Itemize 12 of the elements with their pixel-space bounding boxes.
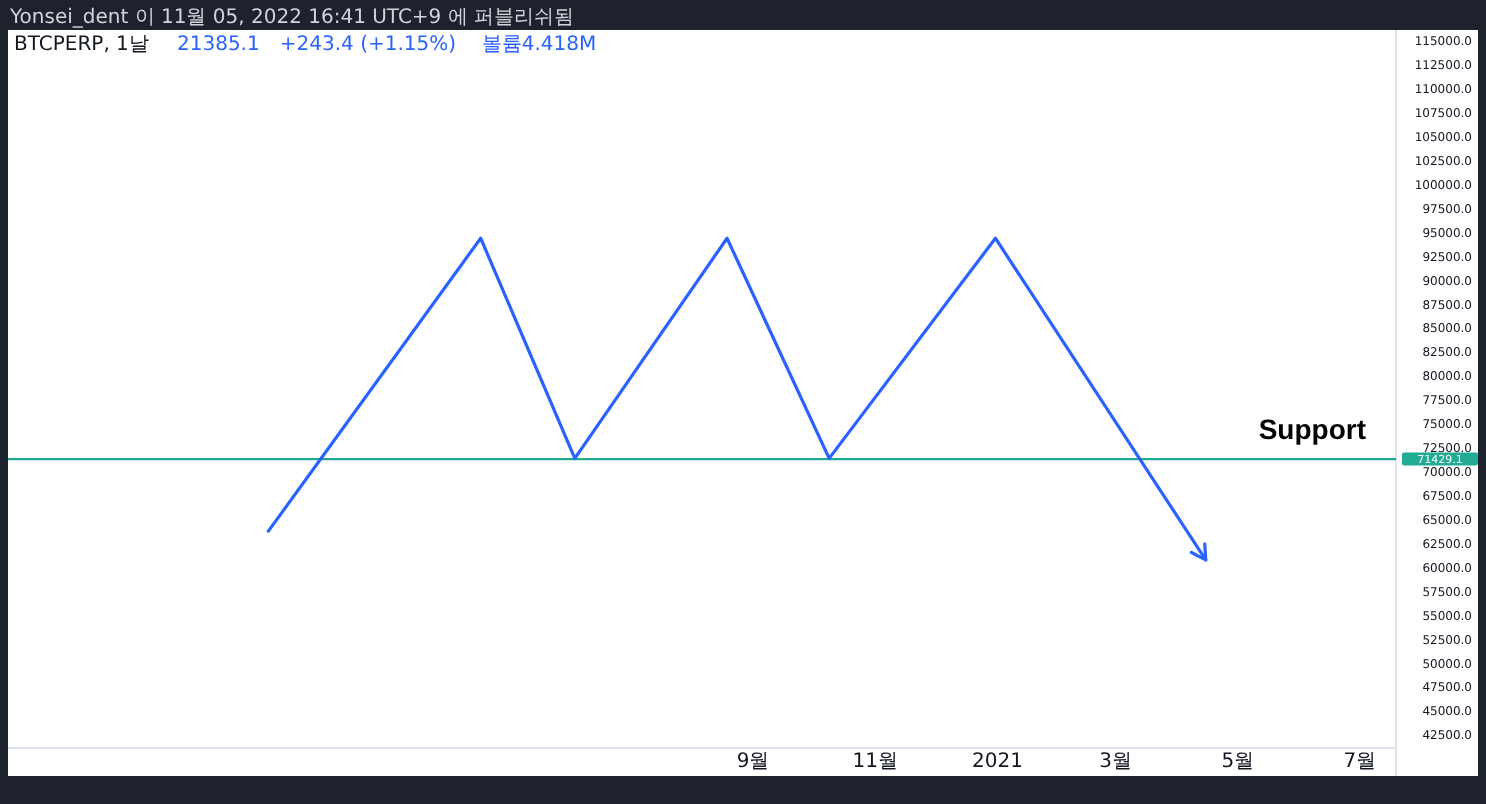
annotation: 21385.1 — [177, 34, 260, 56]
chart-subtitle: BTCPERP, 1날 — [14, 34, 149, 56]
x-tick-label: 7월 — [1343, 751, 1377, 774]
annotation: 볼륨4.418M — [481, 34, 597, 56]
chart-title: Yonsei_dent 이 11월 05, 2022 16:41 UTC+9 에 퍼블리쉬됨 — [8, 7, 575, 29]
x-tick-label: 5월 — [1221, 751, 1255, 774]
ref-line-label: Support — [1258, 413, 1367, 446]
x-tick-label: 3월 — [1099, 751, 1132, 774]
x-tick-label: 2021 — [971, 751, 1023, 774]
annotation: +243.4 (+1.15%) — [279, 34, 457, 56]
x-tick-label: 11월 — [852, 751, 898, 774]
x-tick-label: 9월 — [736, 751, 770, 774]
